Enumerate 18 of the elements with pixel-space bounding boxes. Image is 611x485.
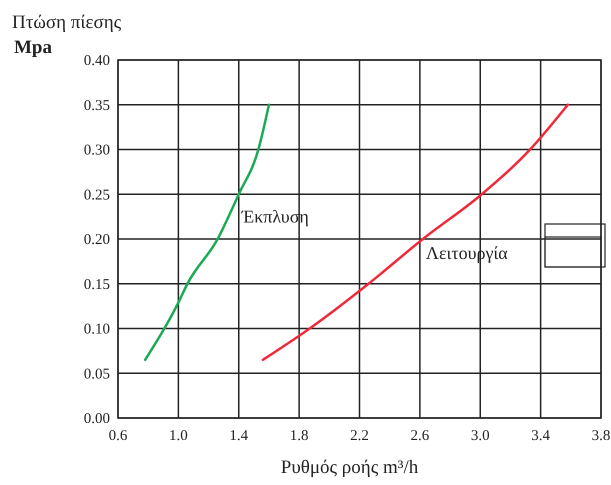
y-tick-label: 0.30 [84, 142, 110, 158]
y-tick-label: 0.25 [84, 187, 110, 204]
y-tick-label: 0.35 [84, 98, 110, 114]
y-tick-label: 0.15 [84, 276, 110, 293]
y-tick-label: 0.20 [84, 232, 110, 248]
x-tick-label: 2.2 [350, 428, 369, 444]
x-tick-label: 3.8 [592, 428, 610, 444]
x-tick-label: 3.0 [470, 428, 490, 444]
x-tick-label: 1.0 [169, 428, 188, 444]
x-tick-label: 1.8 [290, 428, 308, 444]
x-tick-label: 3.4 [531, 428, 550, 444]
x-axis-title: Ρυθμός ροής m³/h [280, 457, 419, 478]
y-tick-label: 0.05 [84, 366, 110, 382]
x-tick-label: 0.6 [108, 428, 128, 444]
x-tick-label: 2.6 [410, 428, 430, 444]
y-tick-label: 0.00 [84, 411, 110, 427]
y-tick-label: 0.10 [84, 322, 110, 338]
x-tick-label: 1.4 [229, 428, 249, 444]
